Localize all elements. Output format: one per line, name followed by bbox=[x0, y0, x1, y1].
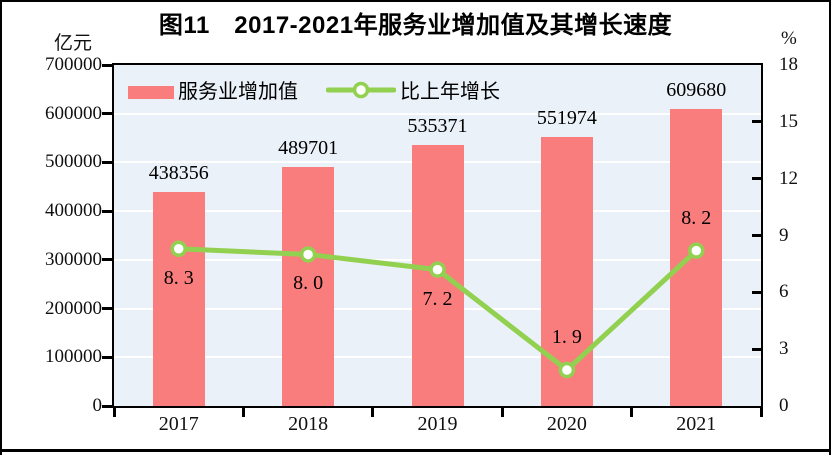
right-axis-tick bbox=[752, 290, 761, 294]
left-axis-label: 200000 bbox=[45, 297, 102, 319]
legend-line-label: 比上年增长 bbox=[400, 81, 500, 103]
right-axis-label: 6 bbox=[779, 281, 789, 303]
left-axis-tick bbox=[102, 209, 112, 213]
right-axis-label: 9 bbox=[779, 224, 789, 246]
x-axis-label-2017: 2017 bbox=[158, 413, 199, 435]
page-border-left bbox=[0, 0, 2, 455]
left-axis-label: 500000 bbox=[45, 151, 102, 173]
left-axis-label: 100000 bbox=[45, 346, 102, 368]
left-axis-label: 600000 bbox=[45, 102, 102, 124]
right-axis-tick bbox=[752, 347, 761, 351]
plot-area: 服务业增加值 比上年增长 438356 489701 535371 551974 609… bbox=[112, 63, 763, 408]
bottom-axis-tick bbox=[500, 406, 504, 417]
left-axis-tick bbox=[102, 404, 112, 408]
left-axis-tick bbox=[102, 63, 112, 67]
left-axis-label: 400000 bbox=[45, 200, 102, 222]
x-axis-label-2018: 2018 bbox=[288, 413, 329, 435]
legend-bar-swatch bbox=[128, 86, 174, 99]
left-axis-tick bbox=[102, 258, 112, 262]
line-marker bbox=[299, 246, 317, 263]
bar-2018 bbox=[282, 167, 335, 406]
page-border-right bbox=[829, 0, 831, 455]
line-marker bbox=[429, 261, 446, 278]
bar-2020 bbox=[540, 137, 593, 406]
right-axis-label: 12 bbox=[779, 167, 798, 189]
left-axis-label: 0 bbox=[92, 395, 103, 416]
bar-value-label: 551974 bbox=[536, 107, 597, 130]
line-marker bbox=[688, 242, 705, 259]
x-axis-label-2019: 2019 bbox=[417, 413, 458, 435]
bottom-axis-tick bbox=[371, 406, 375, 417]
bottom-axis-tick bbox=[112, 406, 116, 417]
right-axis-tick bbox=[752, 120, 761, 124]
left-axis-label: 700000 bbox=[45, 54, 102, 75]
bar-value-label: 609680 bbox=[666, 78, 727, 101]
left-axis-tick bbox=[102, 112, 112, 116]
x-axis-label-2020: 2020 bbox=[546, 413, 587, 435]
right-axis-label: 3 bbox=[779, 338, 789, 360]
legend-line-sample-icon bbox=[326, 81, 396, 99]
line-value-label: 8. 3 bbox=[163, 266, 194, 289]
bottom-axis-tick bbox=[241, 406, 245, 417]
legend-bar-label: 服务业增加值 bbox=[178, 81, 298, 103]
right-axis-label: 0 bbox=[779, 395, 789, 416]
left-axis-label: 300000 bbox=[45, 248, 102, 270]
page-border-top bbox=[0, 0, 831, 2]
left-axis-tick bbox=[102, 160, 112, 164]
line-value-label: 8. 2 bbox=[681, 206, 712, 229]
bottom-axis-tick bbox=[759, 406, 763, 417]
chart-title: 图11 2017-2021年服务业增加值及其增长速度 bbox=[158, 12, 673, 39]
line-marker bbox=[558, 361, 576, 379]
line-value-label: 7. 2 bbox=[422, 287, 453, 310]
right-axis-tick bbox=[752, 177, 761, 181]
bottom-axis-tick bbox=[630, 406, 634, 417]
line-value-label: 1. 9 bbox=[551, 326, 582, 348]
left-axis-tick bbox=[102, 355, 112, 359]
line-value-label: 8. 0 bbox=[293, 272, 324, 295]
left-axis-tick bbox=[102, 307, 112, 311]
growth-line bbox=[170, 240, 705, 379]
right-axis-label: 15 bbox=[779, 110, 798, 132]
x-axis-label-2021: 2021 bbox=[676, 413, 717, 435]
bar-value-label: 535371 bbox=[407, 115, 468, 138]
bar-value-label: 489701 bbox=[278, 137, 339, 160]
right-axis-tick bbox=[752, 234, 761, 237]
bar-2017 bbox=[152, 192, 205, 406]
gridline bbox=[114, 112, 761, 115]
line-marker bbox=[170, 240, 187, 258]
right-axis-label: 18 bbox=[779, 54, 798, 75]
page-border-bottom bbox=[0, 449, 831, 452]
right-axis-unit: % bbox=[781, 28, 797, 49]
left-axis-unit: 亿元 bbox=[53, 33, 92, 54]
bar-value-label: 438356 bbox=[148, 162, 209, 185]
